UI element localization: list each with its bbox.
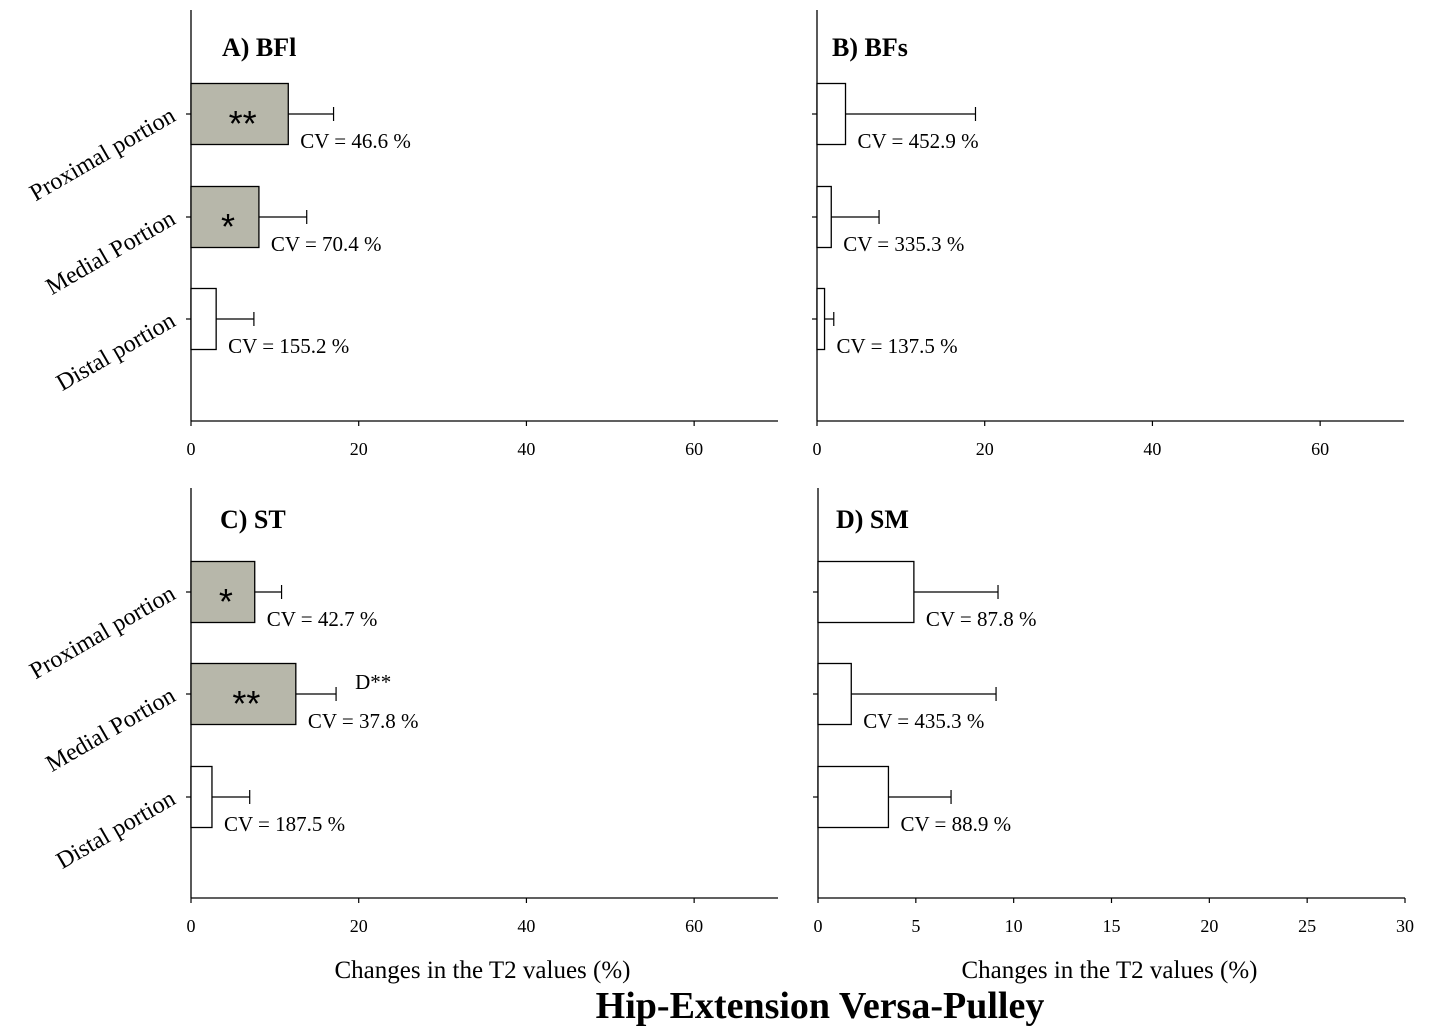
x-tick-label: 10 xyxy=(1005,916,1023,936)
category-label: Distal portion xyxy=(52,308,180,397)
cv-label: CV = 46.6 % xyxy=(300,129,411,153)
panel-title: C) ST xyxy=(220,505,286,534)
panel-title: D) SM xyxy=(836,505,909,534)
cv-label: CV = 70.4 % xyxy=(271,232,382,256)
bar xyxy=(816,287,826,351)
x-tick-label: 0 xyxy=(813,439,822,459)
x-axis-label: Changes in the T2 values (%) xyxy=(962,957,1258,984)
cv-label: CV = 435.3 % xyxy=(863,709,984,733)
x-tick-label: 40 xyxy=(1143,439,1161,459)
cv-label: CV = 37.8 % xyxy=(308,709,419,733)
cv-label: CV = 452.9 % xyxy=(858,129,979,153)
x-tick-label: 0 xyxy=(187,916,196,936)
significance-marker: ** xyxy=(232,683,260,724)
category-label: Medial Portion xyxy=(42,206,180,301)
x-tick-label: 25 xyxy=(1298,916,1316,936)
x-tick-label: 40 xyxy=(517,916,535,936)
category-label: Medial Portion xyxy=(42,683,180,778)
panel-title: A) BFl xyxy=(222,33,296,62)
bar xyxy=(190,765,213,829)
category-label: Proximal portion xyxy=(26,581,180,685)
bar xyxy=(190,662,297,726)
x-axis-label: Changes in the T2 values (%) xyxy=(335,957,631,984)
x-tick-label: 0 xyxy=(814,916,823,936)
bar xyxy=(190,287,217,351)
panel-3: C) ST 0 20 40 60 Changes in the T2 values (%)… xyxy=(26,488,778,984)
significance-marker: * xyxy=(219,581,233,622)
cv-label: CV = 187.5 % xyxy=(224,812,345,836)
significance-marker: ** xyxy=(229,103,257,144)
x-tick-label: 20 xyxy=(350,916,368,936)
x-tick-label: 60 xyxy=(685,916,703,936)
bar xyxy=(190,82,289,146)
x-tick-label: 20 xyxy=(976,439,994,459)
panel-4: D) SM 0 5 10 15 20 25 30 Changes in the T2 value… xyxy=(813,488,1414,984)
x-tick-label: 60 xyxy=(685,439,703,459)
cv-label: CV = 88.9 % xyxy=(900,812,1011,836)
x-tick-label: 0 xyxy=(187,439,196,459)
significance-marker: * xyxy=(221,206,235,247)
x-tick-label: 20 xyxy=(1200,916,1218,936)
figure-title: Hip-Extension Versa-Pulley xyxy=(596,985,1045,1027)
bar xyxy=(190,560,256,624)
category-label: Distal portion xyxy=(52,786,180,875)
cv-label: CV = 87.8 % xyxy=(926,607,1037,631)
bar xyxy=(817,662,852,726)
cv-label: CV = 42.7 % xyxy=(267,607,378,631)
panel-2: B) BFs 0 20 40 60 CV = 452.9 % CV = 335.3 % CV … xyxy=(812,10,1404,459)
x-tick-label: 20 xyxy=(350,439,368,459)
panel-title: B) BFs xyxy=(832,33,908,62)
bar xyxy=(816,82,847,146)
cv-label: CV = 155.2 % xyxy=(228,334,349,358)
category-label: Proximal portion xyxy=(26,103,180,207)
panel-1: A) BFl 0 20 40 60 Proximal portion ** CV = 46.6… xyxy=(26,10,778,459)
cv-label: CV = 335.3 % xyxy=(843,232,964,256)
bar xyxy=(817,765,890,829)
x-tick-label: 40 xyxy=(517,439,535,459)
x-tick-label: 15 xyxy=(1103,916,1121,936)
x-tick-label: 60 xyxy=(1311,439,1329,459)
cv-label: CV = 137.5 % xyxy=(837,334,958,358)
comparison-label: D** xyxy=(355,670,391,694)
x-tick-label: 30 xyxy=(1396,916,1414,936)
bar xyxy=(190,185,260,249)
x-tick-label: 5 xyxy=(911,916,920,936)
bar xyxy=(816,185,832,249)
bar xyxy=(817,560,915,624)
